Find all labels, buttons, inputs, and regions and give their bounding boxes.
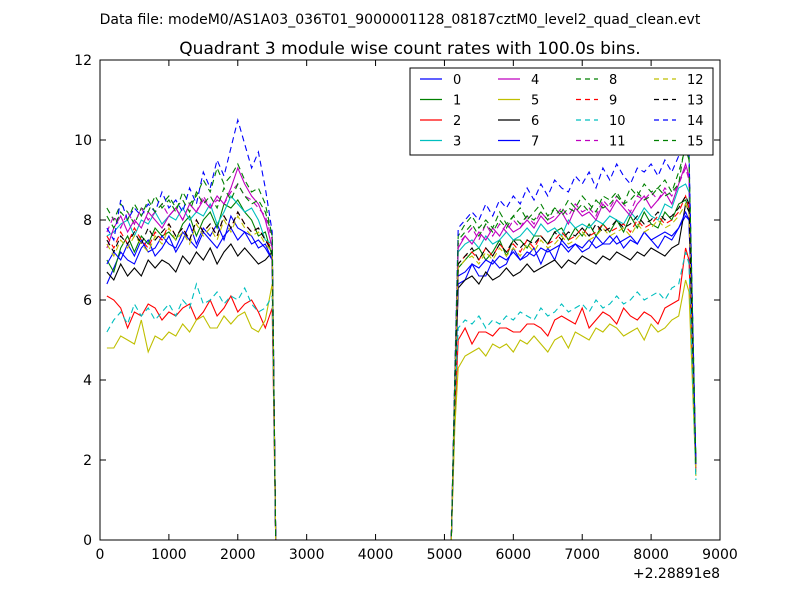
y-tick-label: 4 bbox=[83, 373, 92, 389]
legend-label-11: 11 bbox=[609, 135, 626, 150]
series-line-13 bbox=[106, 194, 697, 540]
series-line-14 bbox=[106, 117, 697, 540]
legend-label-9: 9 bbox=[609, 94, 617, 109]
legend-label-3: 3 bbox=[453, 135, 461, 150]
legend-label-12: 12 bbox=[687, 73, 704, 88]
legend-frame bbox=[409, 67, 714, 156]
series-line-6 bbox=[106, 202, 697, 540]
legend-label-7: 7 bbox=[531, 135, 539, 150]
legend-label-8: 8 bbox=[609, 73, 617, 88]
x-tick-label: 9000 bbox=[702, 547, 738, 563]
y-tick-label: 12 bbox=[74, 53, 92, 69]
x-tick-label: 1000 bbox=[151, 547, 187, 563]
y-tick-label: 0 bbox=[83, 533, 92, 549]
series-line-1 bbox=[106, 199, 697, 540]
series-line-8 bbox=[106, 145, 697, 540]
legend-label-5: 5 bbox=[531, 94, 539, 109]
legend-label-15: 15 bbox=[687, 135, 704, 150]
tick-layer: 0 1000 2000 3000 4000 5000 6000 7000 8000 9000 0 2 4… bbox=[74, 53, 738, 563]
plot-area: 0 1000 2000 3000 4000 5000 6000 7000 8000 9000 0 2 4… bbox=[74, 53, 738, 563]
series-line-3 bbox=[106, 183, 697, 540]
y-tick-label: 2 bbox=[83, 453, 92, 469]
figure-suptitle: Data file: modeM0/AS1A03_036T01_90000011… bbox=[100, 12, 701, 28]
chart-title: Quadrant 3 module wise count rates with … bbox=[179, 39, 640, 59]
x-tick-label: 4000 bbox=[358, 547, 394, 563]
legend-label-14: 14 bbox=[687, 114, 704, 129]
y-tick-label: 10 bbox=[74, 133, 92, 149]
series-line-0 bbox=[106, 214, 697, 540]
x-tick-label: 0 bbox=[96, 547, 105, 563]
x-tick-label: 7000 bbox=[564, 547, 600, 563]
series-line-11 bbox=[106, 166, 697, 540]
x-offset-label: +2.28891e8 bbox=[633, 566, 720, 582]
x-tick-label: 8000 bbox=[633, 547, 669, 563]
y-tick-label: 8 bbox=[83, 213, 92, 229]
legend-label-1: 1 bbox=[453, 94, 461, 109]
legend-label-6: 6 bbox=[531, 114, 539, 129]
series-line-9 bbox=[106, 194, 697, 540]
series-line-15 bbox=[106, 139, 697, 540]
legend-label-13: 13 bbox=[687, 94, 704, 109]
series-line-5 bbox=[106, 279, 697, 540]
x-tick-label: 6000 bbox=[496, 547, 532, 563]
series-line-7 bbox=[106, 210, 697, 540]
series-line-2 bbox=[106, 247, 697, 540]
y-tick-label: 6 bbox=[83, 293, 92, 309]
legend-label-0: 0 bbox=[453, 73, 461, 88]
legend-label-10: 10 bbox=[609, 114, 626, 129]
series-layer bbox=[106, 117, 697, 540]
x-tick-label: 5000 bbox=[427, 547, 463, 563]
series-line-10 bbox=[106, 251, 697, 540]
legend-label-4: 4 bbox=[531, 73, 539, 88]
x-tick-label: 3000 bbox=[289, 547, 325, 563]
series-line-4 bbox=[106, 162, 697, 540]
series-line-12 bbox=[106, 202, 697, 540]
x-tick-label: 2000 bbox=[220, 547, 256, 563]
legend-label-2: 2 bbox=[453, 114, 461, 129]
